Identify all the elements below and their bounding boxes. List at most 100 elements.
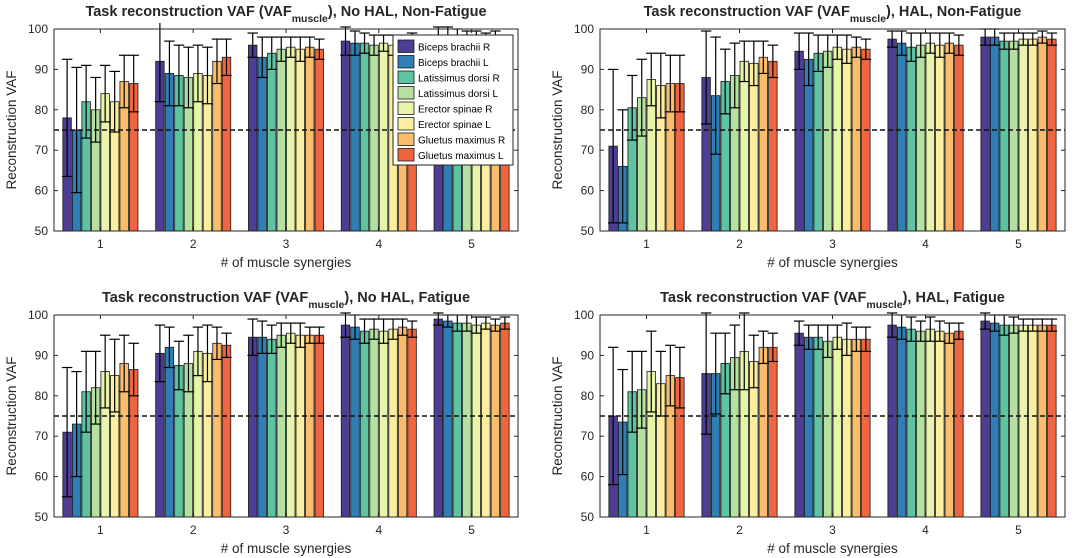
legend-swatch [397, 55, 415, 69]
y-tick-label: 60 [581, 470, 595, 484]
x-tick-label: 2 [736, 237, 743, 251]
bar-4-4 [369, 328, 379, 518]
bar-3-7 [305, 46, 315, 232]
y-axis-label: Reconstruction VAF [550, 356, 565, 475]
bar-4-8 [954, 44, 964, 232]
y-tick-label: 100 [574, 308, 594, 322]
error-bars [607, 312, 1058, 486]
bar-4-3 [906, 328, 916, 518]
x-axis-label: # of muscle synergies [767, 255, 898, 270]
y-tick-label: 80 [581, 389, 595, 403]
bar-4-4 [916, 330, 926, 518]
axes-frame [599, 314, 1066, 518]
bar-2-7 [758, 346, 768, 518]
legend: Biceps brachii R Biceps brachii L Latissim… [392, 34, 514, 166]
error-bars [61, 312, 511, 498]
y-tick-label: 50 [35, 510, 49, 524]
bar-5-6 [1028, 38, 1038, 232]
x-tick-label: 4 [922, 237, 929, 251]
bar-5-8 [500, 322, 510, 518]
bar-3-2 [257, 336, 267, 518]
y-tick-label: 60 [35, 470, 49, 484]
bar-4-3 [359, 330, 370, 518]
bar-5-8 [1047, 38, 1057, 232]
bar-3-1 [248, 44, 258, 232]
bar-3-8 [314, 48, 324, 232]
bar-4-5 [378, 330, 389, 518]
y-tick-label: 70 [35, 143, 49, 157]
bar-3-5 [832, 46, 842, 232]
x-tick-label: 3 [829, 237, 836, 251]
y-tick-label: 50 [581, 224, 595, 238]
legend-label: Erector spinae R [418, 105, 492, 116]
y-axis-label: Reconstruction VAF [4, 356, 19, 475]
bar-3-3 [267, 52, 277, 232]
bar-5-3 [999, 40, 1009, 232]
bar-5-8 [1047, 324, 1057, 518]
chart-title: Task reconstruction VAF (VAFmuscle), No … [85, 4, 486, 25]
x-tick-label: 3 [829, 523, 836, 537]
bar-3-4 [276, 48, 286, 232]
legend-swatch [397, 70, 415, 84]
bar-3-6 [295, 48, 305, 232]
bar-4-6 [388, 328, 398, 518]
x-tick-label: 4 [922, 523, 929, 537]
bar-3-1 [794, 332, 804, 518]
legend-swatch [397, 86, 415, 100]
x-tick-label: 5 [468, 237, 475, 251]
bar-3-7 [851, 338, 861, 518]
x-tick-label: 5 [468, 523, 475, 537]
bar-4-1 [887, 324, 897, 518]
bar-5-7 [490, 324, 501, 518]
bar-5-7 [1037, 324, 1047, 518]
y-tick-label: 90 [581, 62, 595, 76]
bar-4-1 [340, 40, 351, 232]
axes-frame [53, 314, 519, 518]
chart-title: Task reconstruction VAF (VAFmuscle), No … [102, 290, 470, 311]
axes-frame [599, 28, 1066, 232]
bar-4-5 [925, 328, 935, 518]
bar-2-8 [768, 60, 778, 232]
bar-2-8 [221, 344, 232, 518]
bar-3-6 [842, 48, 852, 232]
x-tick-label: 1 [97, 523, 104, 537]
x-tick-label: 5 [1015, 523, 1022, 537]
x-tick-label: 1 [97, 237, 104, 251]
bar-3-5 [286, 332, 296, 518]
legend-label: Latissimus dorsi L [418, 89, 498, 100]
x-tick-label: 3 [283, 237, 290, 251]
x-axis-label: # of muscle synergies [221, 255, 352, 270]
bar-3-4 [276, 334, 286, 518]
bar-5-3 [999, 324, 1009, 518]
legend-label: Biceps brachii L [418, 58, 489, 69]
y-tick-label: 80 [581, 103, 595, 117]
legend-label: Biceps brachii R [418, 43, 490, 54]
bar-3-3 [813, 52, 823, 232]
y-tick-label: 100 [28, 308, 48, 322]
x-tick-label: 2 [190, 523, 197, 537]
bar-5-1 [433, 318, 443, 518]
bar-3-8 [314, 334, 324, 518]
bar-3-8 [861, 48, 871, 232]
bar-2-5 [193, 350, 203, 518]
bar-4-1 [340, 324, 351, 518]
chart-title: Task reconstruction VAF (VAFmuscle), HAL… [644, 4, 1022, 25]
legend-swatch [397, 101, 415, 115]
y-tick-label: 100 [28, 22, 48, 36]
bar-2-7 [758, 56, 768, 232]
bar-4-7 [397, 326, 408, 518]
bar-3-5 [286, 46, 296, 232]
chart-panel-2: 50 60 70 80 90 100 1 2 3 4 5 Task reconstruction VA… [550, 4, 1066, 270]
bar-4-2 [350, 42, 360, 232]
bar-5-6 [1028, 324, 1038, 518]
y-axis-label: Reconstruction VAF [550, 70, 565, 189]
bar-5-5 [471, 324, 482, 518]
bar-2-8 [768, 346, 778, 518]
bar-3-2 [804, 336, 814, 518]
y-tick-label: 90 [35, 348, 49, 362]
bar-3-4 [823, 50, 833, 232]
bar-4-6 [935, 330, 945, 518]
error-bars [607, 28, 1058, 224]
bar-4-7 [944, 332, 954, 518]
